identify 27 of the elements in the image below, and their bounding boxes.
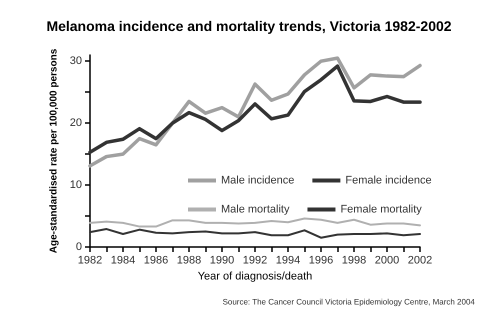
y-tick-label: 30: [70, 55, 82, 68]
y-tick-label: 0: [76, 241, 82, 253]
line-series: [88, 64, 422, 154]
source-note: Source: The Cancer Council Victoria Epidemiology Centre, March 2004: [222, 298, 476, 306]
legend-label: Female mortality: [340, 204, 422, 216]
legend-label: Male incidence: [221, 174, 294, 186]
x-axis-title: Year of diagnosis/death: [198, 270, 312, 282]
line-series: [89, 218, 421, 228]
y-axis-title: Age-standardised rate per 100,000 persons: [48, 48, 60, 254]
x-tick-label: 2000: [374, 254, 400, 266]
y-tick-label: 10: [70, 179, 82, 192]
x-tick-label: 1996: [308, 254, 334, 266]
legend-label: Male mortality: [221, 204, 290, 216]
x-tick-label: 1988: [176, 254, 202, 266]
x-tick-label: 1994: [276, 254, 300, 266]
x-tick-label: 1984: [110, 254, 136, 266]
x-tick-label: 2002: [408, 254, 432, 266]
x-tick-label: 1986: [144, 254, 168, 266]
x-tick-label: 1998: [342, 254, 366, 266]
legend-label: Female incidence: [345, 174, 432, 186]
x-tick-label: 1990: [210, 254, 234, 266]
chart-title: Melanoma incidence and mortality trends, Victoria 1982-2002: [46, 18, 452, 34]
y-tick-label: 20: [70, 117, 82, 130]
line-series: [88, 56, 422, 168]
x-tick-label: 1992: [242, 254, 268, 266]
x-tick-label: 1982: [78, 254, 102, 266]
line-series: [89, 228, 421, 239]
